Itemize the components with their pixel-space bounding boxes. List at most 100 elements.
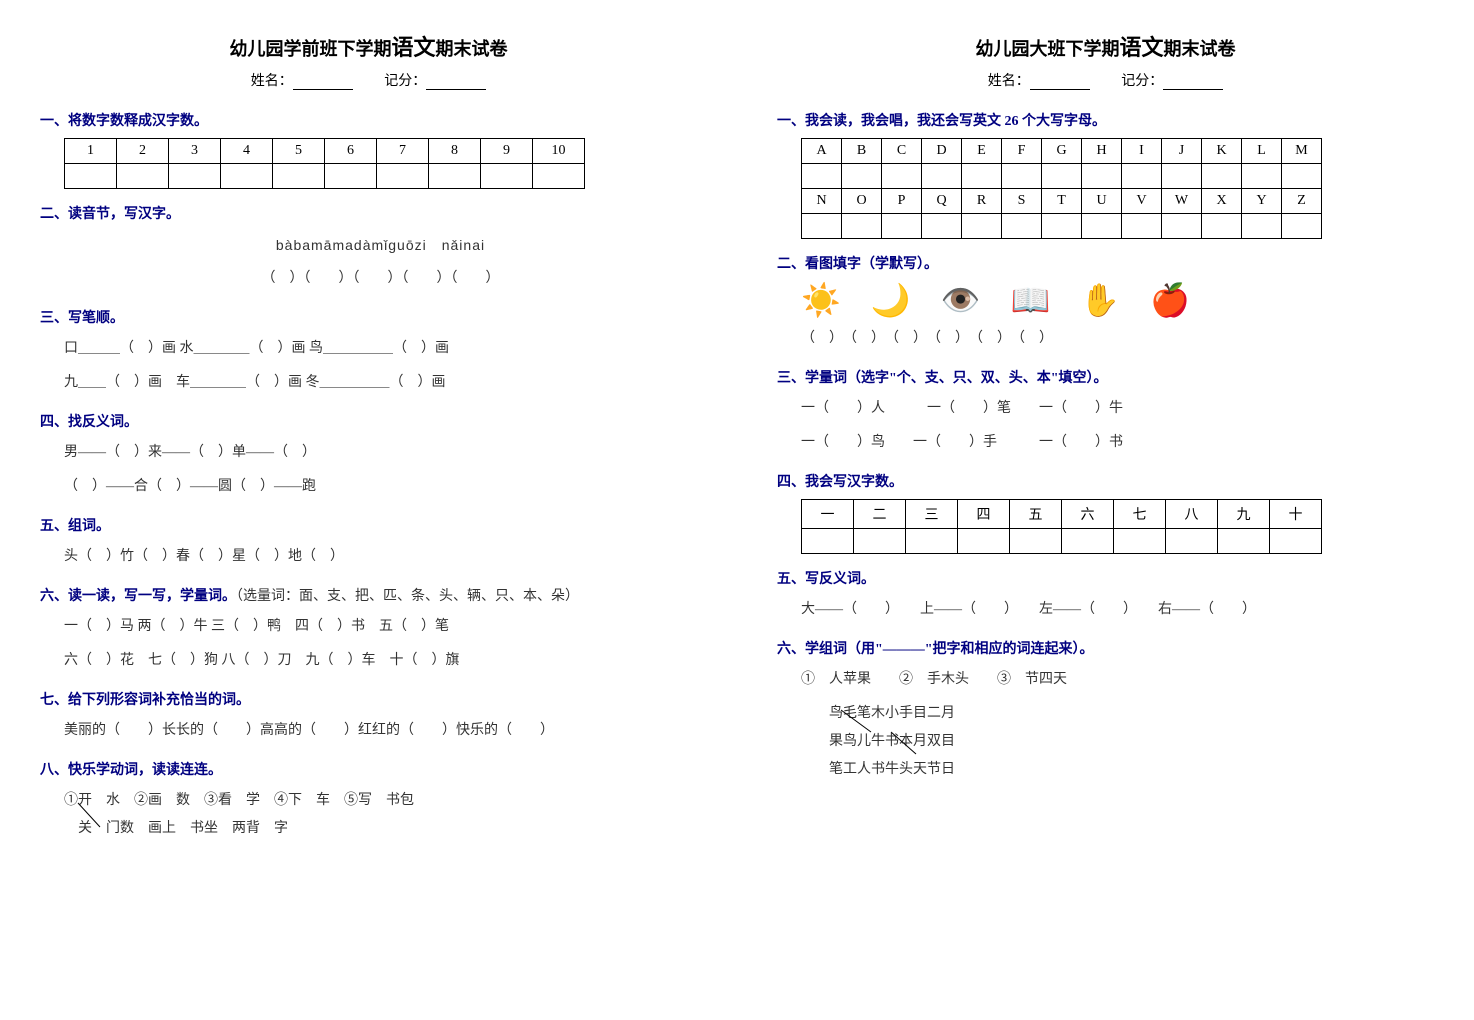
num-cell: 10: [533, 139, 585, 164]
title-prefix: 幼儿园学前班下学期: [229, 39, 391, 59]
blank-cell: [273, 164, 325, 189]
hanzi-cell: 四: [958, 500, 1010, 529]
blank-cell: [1122, 164, 1162, 189]
s6-line2: 六（ ）花 七（ ）狗 八（ ）刀 九（ ）车 十（ ）旗: [64, 647, 697, 675]
s3-line1: 口＿＿＿（ ）画 水＿＿＿＿（ ）画 鸟＿＿＿＿＿（ ）画: [64, 335, 697, 363]
s3-line2: 九＿＿（ ）画 车＿＿＿＿（ ）画 冬＿＿＿＿＿（ ）画: [64, 369, 697, 397]
blank-cell: [533, 164, 585, 189]
blank-cell: [1062, 529, 1114, 554]
left-title: 幼儿园学前班下学期语文期末试卷: [40, 30, 697, 62]
blank-cell: [377, 164, 429, 189]
r-s2-blanks: （ ） （ ） （ ） （ ） （ ） （ ）: [801, 325, 1434, 353]
title-big: 语文: [391, 35, 435, 60]
num-cell: 1: [65, 139, 117, 164]
num-cell: 2: [117, 139, 169, 164]
right-title: 幼儿园大班下学期语文期末试卷: [777, 30, 1434, 62]
blank-cell: [842, 214, 882, 239]
blank-cell: [1282, 214, 1322, 239]
blank-cell: [802, 529, 854, 554]
blank-cell: [1042, 214, 1082, 239]
s1-table: 12345678910: [64, 138, 585, 189]
hanzi-cell: 七: [1114, 500, 1166, 529]
s5-head: 五、组词。: [40, 515, 697, 535]
blank-cell: [882, 214, 922, 239]
left-nameline: 姓名： 记分：: [40, 70, 697, 90]
score-blank-r: [1163, 76, 1223, 90]
s2-blanks: （ ）（ ）（ ）（ ）（ ）: [64, 265, 697, 293]
picture-icon: ✋: [1080, 281, 1120, 319]
blank-cell: [1002, 214, 1042, 239]
score-label-r: 记分：: [1121, 74, 1163, 89]
blank-cell: [117, 164, 169, 189]
num-cell: 5: [273, 139, 325, 164]
name-label-r: 姓名：: [988, 74, 1030, 89]
r-s2-icons: ☀️🌙👁️📖✋🍎: [801, 281, 1434, 319]
s6-head: 六、读一读，写一写，学量词。（选量词：面、支、把、匹、条、头、辆、只、本、朵）: [40, 585, 697, 605]
s8-line1: ①开 水 ②画 数 ③看 学 ④下 车 ⑤写 书包: [64, 787, 697, 815]
blank-cell: [842, 164, 882, 189]
s7-head: 七、给下列形容词补充恰当的词。: [40, 689, 697, 709]
s6-head-text: 六、读一读，写一写，学量词。: [40, 589, 236, 604]
r-s5-line1: 大——（ ） 上——（ ） 左——（ ） 右——（ ）: [801, 596, 1434, 624]
blank-cell: [1218, 529, 1270, 554]
picture-icon: 🌙: [871, 281, 911, 319]
blank-cell: [922, 164, 962, 189]
s2-head: 二、读音节，写汉字。: [40, 203, 697, 223]
blank-cell: [1042, 164, 1082, 189]
alpha-cell: L: [1242, 139, 1282, 164]
hanzi-cell: 二: [854, 500, 906, 529]
score-blank: [426, 76, 486, 90]
r-connect-svg: [821, 704, 941, 774]
s8-block: ①开 水 ②画 数 ③看 学 ④下 车 ⑤写 书包 关 门数 画上 书坐 两背 …: [64, 787, 697, 843]
title-suffix-r: 期末试卷: [1164, 39, 1236, 59]
title-prefix-r: 幼儿园大班下学期: [975, 39, 1119, 59]
alpha-cell: J: [1162, 139, 1202, 164]
r-s6-line1: ① 人苹果 ② 手木头 ③ 节四天: [801, 666, 1434, 694]
blank-cell: [1002, 164, 1042, 189]
alpha-cell: H: [1082, 139, 1122, 164]
blank-cell: [1242, 214, 1282, 239]
alpha-cell: F: [1002, 139, 1042, 164]
blank-cell: [169, 164, 221, 189]
s3-head: 三、写笔顺。: [40, 307, 697, 327]
num-cell: 3: [169, 139, 221, 164]
title-big-r: 语文: [1119, 35, 1163, 60]
picture-icon: ☀️: [801, 281, 841, 319]
s7-line1: 美丽的（ ）长长的（ ）高高的（ ）红红的（ ）快乐的（ ）: [64, 717, 697, 745]
r-s3-line2: 一（ ）鸟 一（ ）手 一（ ）书: [801, 429, 1434, 457]
alpha-cell: N: [802, 189, 842, 214]
num-cell: 4: [221, 139, 273, 164]
name-label: 姓名：: [251, 74, 293, 89]
picture-icon: 👁️: [941, 281, 981, 319]
r-s6-head: 六、学组词（用"———"把字和相应的词连起来）。: [777, 638, 1434, 658]
right-nameline: 姓名： 记分：: [777, 70, 1434, 90]
alpha-cell: R: [962, 189, 1002, 214]
alpha-cell: T: [1042, 189, 1082, 214]
num-cell: 7: [377, 139, 429, 164]
s8-head: 八、快乐学动词，读读连连。: [40, 759, 697, 779]
s5-line1: 头（ ）竹（ ）春（ ）星（ ）地（ ）: [64, 543, 697, 571]
alpha-cell: W: [1162, 189, 1202, 214]
r-s3-head: 三、学量词（选字"个、支、只、双、头、本"填空）。: [777, 367, 1434, 387]
blank-cell: [906, 529, 958, 554]
hanzi-cell: 五: [1010, 500, 1062, 529]
alpha-cell: U: [1082, 189, 1122, 214]
alpha-cell: D: [922, 139, 962, 164]
blank-cell: [922, 214, 962, 239]
s4-head: 四、找反义词。: [40, 411, 697, 431]
blank-cell: [802, 214, 842, 239]
alpha-cell: E: [962, 139, 1002, 164]
hanzi-cell: 八: [1166, 500, 1218, 529]
hanzi-cell: 十: [1270, 500, 1322, 529]
name-blank: [293, 76, 353, 90]
num-cell: 6: [325, 139, 377, 164]
blank-cell: [481, 164, 533, 189]
r-s1-head: 一、我会读，我会唱，我还会写英文 26 个大写字母。: [777, 110, 1434, 130]
alpha-cell: Y: [1242, 189, 1282, 214]
blank-cell: [802, 164, 842, 189]
alpha-cell: Z: [1282, 189, 1322, 214]
alpha-cell: Q: [922, 189, 962, 214]
score-label: 记分：: [384, 74, 426, 89]
connect-svg: [72, 799, 112, 839]
hanzi-cell: 九: [1218, 500, 1270, 529]
